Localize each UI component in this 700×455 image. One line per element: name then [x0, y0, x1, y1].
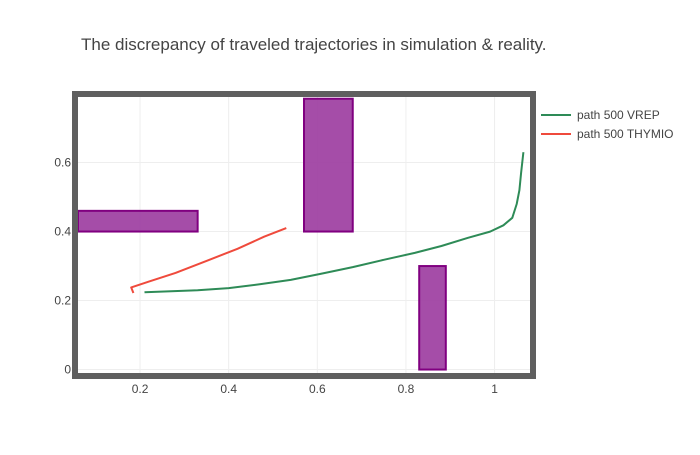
y-axis-ticks: 0 0.2 0.4 0.6 — [54, 156, 71, 377]
x-tick-label: 0.8 — [398, 382, 415, 396]
plot-frame — [72, 91, 536, 379]
x-tick-label: 1 — [491, 382, 498, 396]
obstacles — [77, 97, 447, 371]
obstacle-rect-2 — [303, 97, 354, 233]
series-line-thymio — [130, 227, 287, 294]
x-tick-label: 0.4 — [220, 382, 237, 396]
x-tick-label: 0.6 — [309, 382, 326, 396]
chart-title: The discrepancy of traveled trajectories… — [81, 35, 547, 54]
y-tick-label: 0 — [64, 363, 71, 377]
legend-label-vrep: path 500 VREP — [577, 108, 660, 122]
obstacle-rect-3 — [418, 265, 447, 371]
legend: path 500 VREP path 500 THYMIO — [541, 108, 674, 141]
x-tick-label: 0.2 — [132, 382, 149, 396]
obstacle-rect-1 — [77, 209, 199, 233]
legend-label-thymio: path 500 THYMIO — [577, 127, 674, 141]
y-tick-label: 0.6 — [54, 156, 71, 170]
x-axis-ticks: 0.2 0.4 0.6 0.8 1 — [132, 382, 499, 396]
series-lines — [130, 152, 525, 294]
y-tick-label: 0.4 — [54, 225, 71, 239]
y-tick-label: 0.2 — [54, 294, 71, 308]
series-line-vrep — [144, 152, 525, 294]
